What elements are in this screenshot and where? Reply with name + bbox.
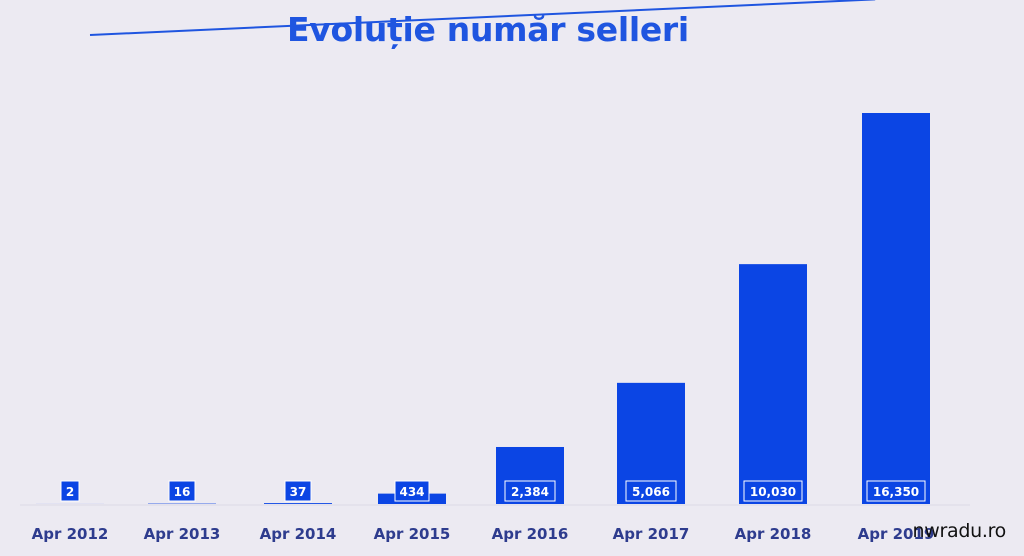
watermark: nwradu.ro: [912, 520, 1007, 542]
data-label: 37: [290, 485, 307, 499]
data-labels-group: 2 16 37 434 2,384 5,066 10,030 16,350: [60, 480, 926, 502]
data-label-box: [394, 480, 430, 502]
data-label-box: [743, 480, 803, 502]
bar-apr-2014: [264, 503, 332, 504]
x-tick-label: Apr 2016: [492, 525, 569, 543]
x-tick-label: Apr 2019: [858, 525, 935, 543]
data-label: 2,384: [511, 485, 549, 499]
x-tick-label: Apr 2013: [144, 525, 221, 543]
bar-apr-2019: [862, 113, 930, 504]
data-label: 16,350: [873, 485, 919, 499]
x-tick-label: Apr 2017: [613, 525, 690, 543]
data-label: 16: [174, 485, 191, 499]
x-tick-label: Apr 2018: [735, 525, 812, 543]
bars-group: [36, 113, 930, 504]
data-label-box: [168, 480, 196, 502]
data-label: 5,066: [632, 485, 670, 499]
data-label: 10,030: [750, 485, 796, 499]
bar-apr-2018: [739, 264, 807, 504]
x-tick-label: Apr 2012: [32, 525, 109, 543]
x-tick-label: Apr 2014: [260, 525, 337, 543]
x-tick-labels-group: Apr 2012 Apr 2013 Apr 2014 Apr 2015 Apr 2016…: [32, 525, 935, 543]
data-label-box: [504, 480, 556, 502]
x-tick-label: Apr 2015: [374, 525, 451, 543]
data-label-box: [625, 480, 677, 502]
data-label: 2: [66, 485, 74, 499]
data-label-box: [60, 480, 80, 502]
data-label-box: [866, 480, 926, 502]
data-label: 434: [399, 485, 424, 499]
data-label-box: [284, 480, 312, 502]
